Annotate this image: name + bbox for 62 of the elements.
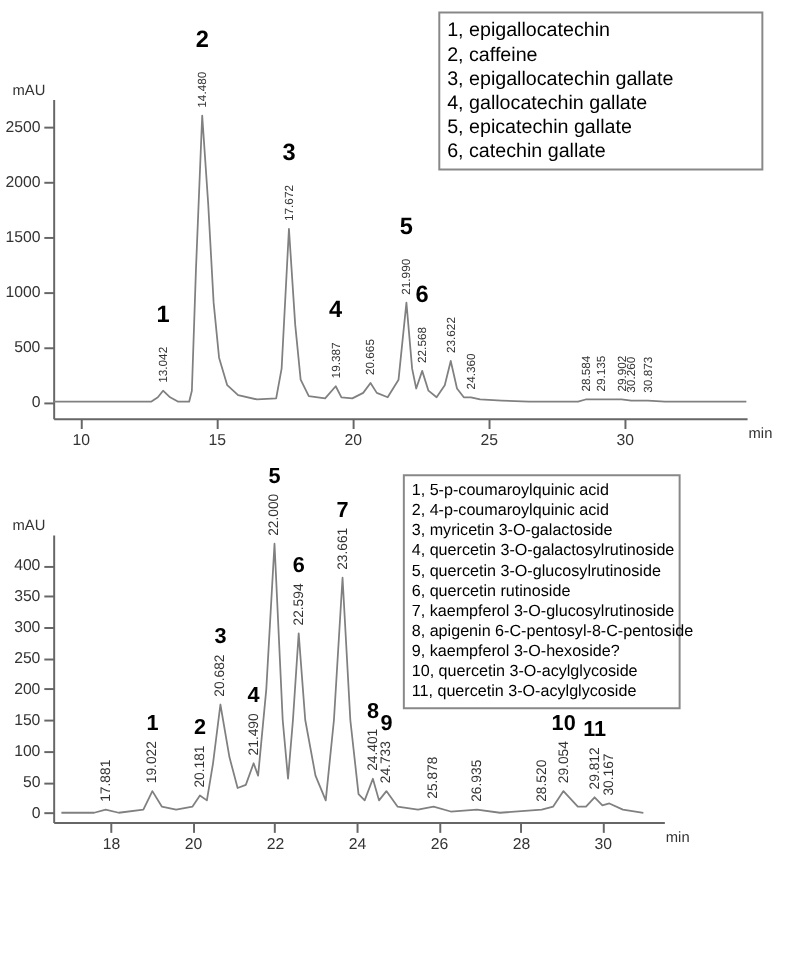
x-tick-label: 25 [480,430,500,449]
text: 3, epigallocatechin gallate [447,68,675,91]
y-tick-label: 350 [14,587,42,606]
annotation: 10 [551,712,576,737]
annotation: 7 [336,498,349,523]
y-tick-label: 150 [14,710,42,729]
y-tick-label: 200 [14,679,42,698]
x-tick-label: 30 [594,834,614,853]
x-tick-label: 30 [616,430,636,449]
y-tick-label: 2000 [5,172,42,191]
annotation: 2 [195,24,210,53]
x-tick-label: 22 [266,834,285,853]
annotation: 2 [193,716,206,741]
annotation: 6 [415,279,430,308]
annotation: 1 [156,299,171,328]
text: 1, 5-p-coumaroylquinic acid [411,481,609,500]
y-tick-label: 250 [14,649,42,668]
annotation: 5 [268,464,281,489]
annotation: 9, kaempferol 3-O-hexoside? [411,641,621,660]
annotation: 6, quercetin rutinoside [411,581,572,600]
y-tick-label: 1500 [5,227,42,246]
y-tick-label: 300 [14,618,42,637]
x-tick-label: 20 [184,834,204,853]
y-tick-label: 1000 [5,282,42,301]
y-tick-label: 400 [14,556,42,575]
annotation: 9 [380,712,393,737]
y-tick-label: 2500 [5,117,42,136]
x-tick-label: 20 [344,430,364,449]
annotation: 3, myricetin 3-O-galactoside [411,521,614,540]
annotation: 11 [583,718,607,743]
annotation: 4 [329,295,344,324]
x-tick-label: 26 [430,834,450,853]
x-tick-label: 10 [72,430,92,449]
text: 2, caffeine [447,44,539,67]
text: 2, 4-p-coumaroylquinic acid [411,501,609,520]
annotation: 4, gallocatechin gallate [447,93,649,116]
y-tick-label: 50 [22,772,42,791]
annotation: 6, catechin gallate [447,141,607,164]
x-tick-label: 28 [512,834,532,853]
annotation: 5, epicatechin gallate [447,117,633,140]
annotation: 11, quercetin 3-O-acylglycoside [411,682,638,701]
annotation: 4, quercetin 3-O-galactosylrutinoside [411,541,676,560]
text: 1, epigallocatechin [447,20,611,43]
annotation: 4 [247,684,260,709]
annotation: 5 [399,211,414,240]
y-tick-label: 100 [14,741,42,760]
annotation: 1 [146,712,159,737]
y-tick-label: 0 [31,803,42,822]
y-tick-label: 500 [14,337,42,356]
annotation: 8 [366,699,379,724]
annotation: 5, quercetin 3-O-glucosylrutinoside [411,561,662,580]
annotation: 3 [214,625,227,650]
x-tick-label: 18 [102,834,122,853]
y-tick-label: 0 [31,392,42,411]
annotation: 10, quercetin 3-O-acylglycoside [411,662,639,681]
x-tick-label: 15 [208,430,228,449]
annotation: 7, kaempferol 3-O-glucosylrutinoside [411,601,676,620]
annotation: 3 [282,137,297,166]
x-tick-label: 24 [348,834,368,853]
line-series [53,114,747,403]
annotation: 6 [292,554,305,579]
annotation: 8, apigenin 6-C-pentosyl-8-C-pentoside [411,621,695,640]
